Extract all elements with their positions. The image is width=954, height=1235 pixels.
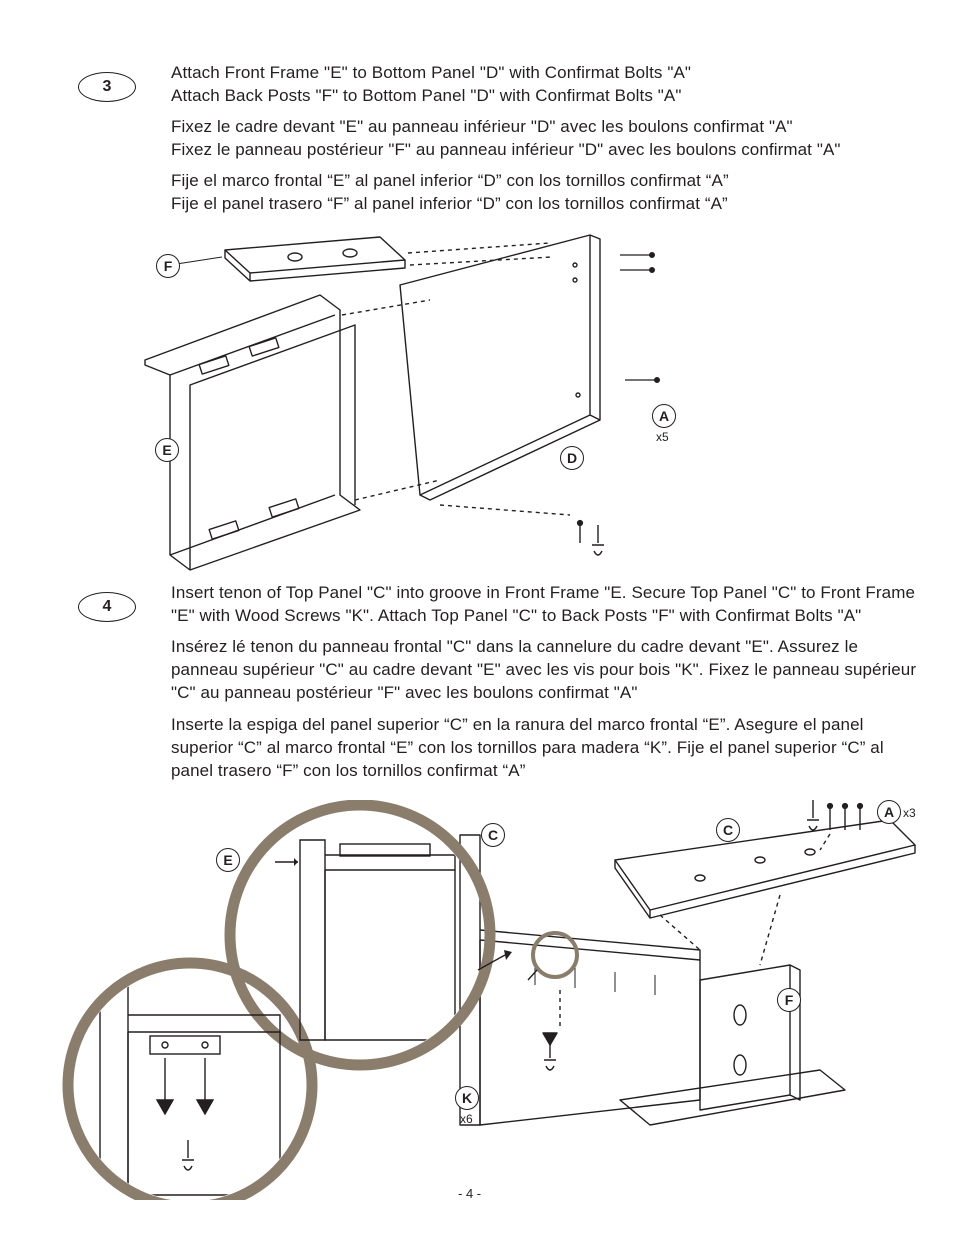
step-3-es-line1: Fije el marco frontal “E” al panel infer… [171,170,931,193]
step-3-en-line2: Attach Back Posts "F" to Bottom Panel "D… [171,85,931,108]
callout-k-qty: x6 [460,1112,473,1126]
callout-f: F [156,254,180,278]
step-4-number: 4 [103,598,112,616]
step-4-english: Insert tenon of Top Panel "C" into groov… [171,582,926,628]
callout-c2: C [716,818,740,842]
callout-e2-label: E [223,852,232,868]
callout-a-qty: x5 [656,430,669,444]
callout-k-label: K [462,1090,472,1106]
step-3-number: 3 [103,78,112,96]
step-3-en-line1: Attach Front Frame "E" to Bottom Panel "… [171,62,931,85]
callout-e: E [155,438,179,462]
callout-a2-label: A [884,804,894,820]
step-3-badge: 3 [78,72,136,102]
step-3-diagram [130,225,730,575]
step-3-english: Attach Front Frame "E" to Bottom Panel "… [171,62,931,108]
step-3-fr-line1: Fixez le cadre devant "E" au panneau inf… [171,116,931,139]
callout-a2: A [877,800,901,824]
step-3-spanish: Fije el marco frontal “E” al panel infer… [171,170,931,216]
callout-c-label: C [488,827,498,843]
callout-e-label: E [162,442,171,458]
step-3-es-line2: Fije el panel trasero “F” al panel infer… [171,193,931,216]
callout-e2: E [216,848,240,872]
step-4-badge: 4 [78,592,136,622]
step-4-french: Insérez lé tenon du panneau frontal "C" … [171,636,926,705]
callout-f2-label: F [785,992,794,1008]
step-3-french: Fixez le cadre devant "E" au panneau inf… [171,116,931,162]
callout-a2-qty: x3 [903,806,916,820]
callout-a-label: A [659,408,669,424]
callout-k: K [455,1086,479,1110]
callout-a: A [652,404,676,428]
page: 3 Attach Front Frame "E" to Bottom Panel… [0,0,954,1235]
page-number: - 4 - [458,1186,481,1201]
callout-d-label: D [567,450,577,466]
callout-f-label: F [164,258,173,274]
callout-f2: F [777,988,801,1012]
callout-c2-label: C [723,822,733,838]
step-3-fr-line2: Fixez le panneau postérieur "F" au panne… [171,139,931,162]
callout-d: D [560,446,584,470]
step-4-spanish: Inserte la espiga del panel superior “C”… [171,714,926,783]
callout-c: C [481,823,505,847]
